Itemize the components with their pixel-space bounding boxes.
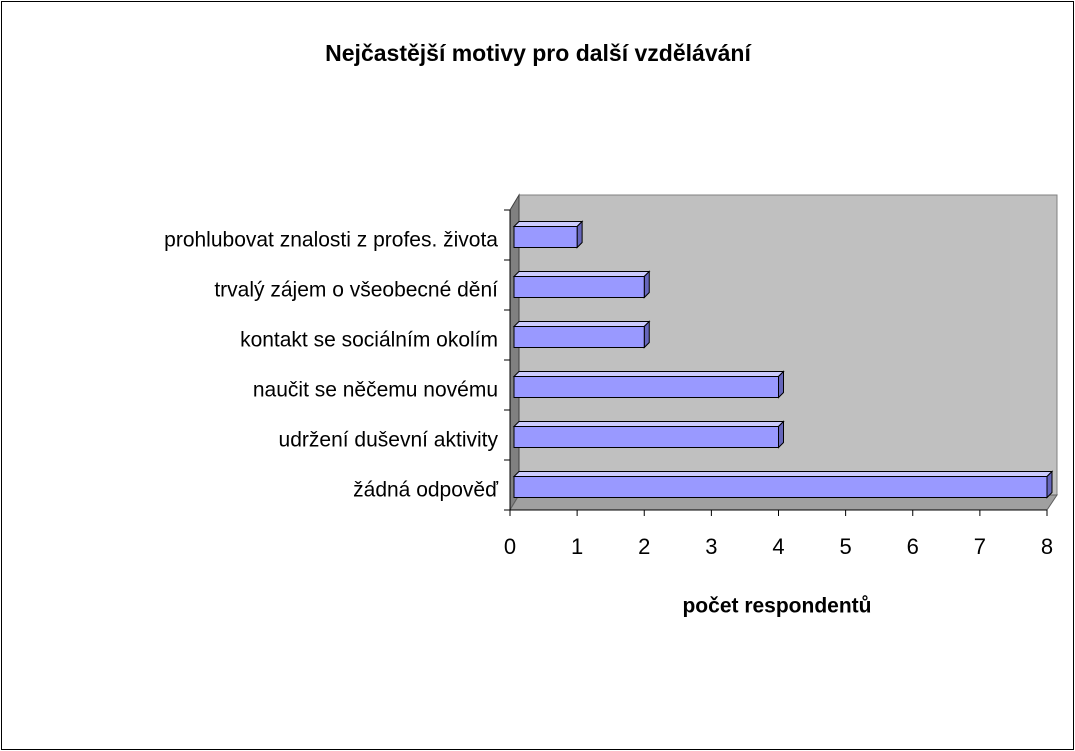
- bar-side: [778, 370, 784, 399]
- y-tick-label: trvalý zájem o všeobecné dění: [214, 279, 498, 302]
- chart-title: Nejčastější motivy pro další vzdělávání: [325, 40, 752, 66]
- y-tick-label: prohlubovat znalosti z profes. života: [164, 229, 498, 252]
- x-tick-label: 6: [907, 534, 919, 559]
- y-tick-label: naučit se něčemu novému: [253, 379, 498, 402]
- x-tick-label: 1: [571, 534, 583, 559]
- y-tick-label: žádná odpověď: [353, 479, 499, 502]
- bar: [513, 376, 779, 398]
- bar-side: [643, 270, 650, 299]
- bar-top: [512, 271, 651, 277]
- x-tick-label: 2: [638, 534, 650, 559]
- bar-side: [576, 220, 583, 249]
- bar-top: [512, 221, 584, 227]
- x-tick-label: 3: [705, 534, 717, 559]
- x-tick-label: 8: [1041, 534, 1053, 559]
- bar: [513, 426, 779, 448]
- bar: [513, 276, 645, 298]
- bar-side: [1046, 470, 1053, 499]
- x-axis-label: počet respondentů: [682, 595, 871, 618]
- bar-top: [512, 421, 785, 427]
- x-tick-label: 4: [772, 534, 784, 559]
- x-tick-label: 5: [840, 534, 852, 559]
- bar-top: [512, 321, 651, 327]
- bar: [513, 476, 1048, 498]
- bar-top: [512, 471, 1054, 477]
- x-tick-label: 0: [504, 534, 516, 559]
- bar-side: [643, 320, 650, 349]
- bar-top: [512, 371, 785, 377]
- x-tick-label: 7: [974, 534, 986, 559]
- bar-side: [778, 420, 784, 449]
- bar: [513, 326, 645, 348]
- y-tick-label: kontakt se sociálním okolím: [240, 329, 498, 352]
- bar: [513, 226, 578, 248]
- y-tick-label: udržení duševní aktivity: [279, 429, 499, 452]
